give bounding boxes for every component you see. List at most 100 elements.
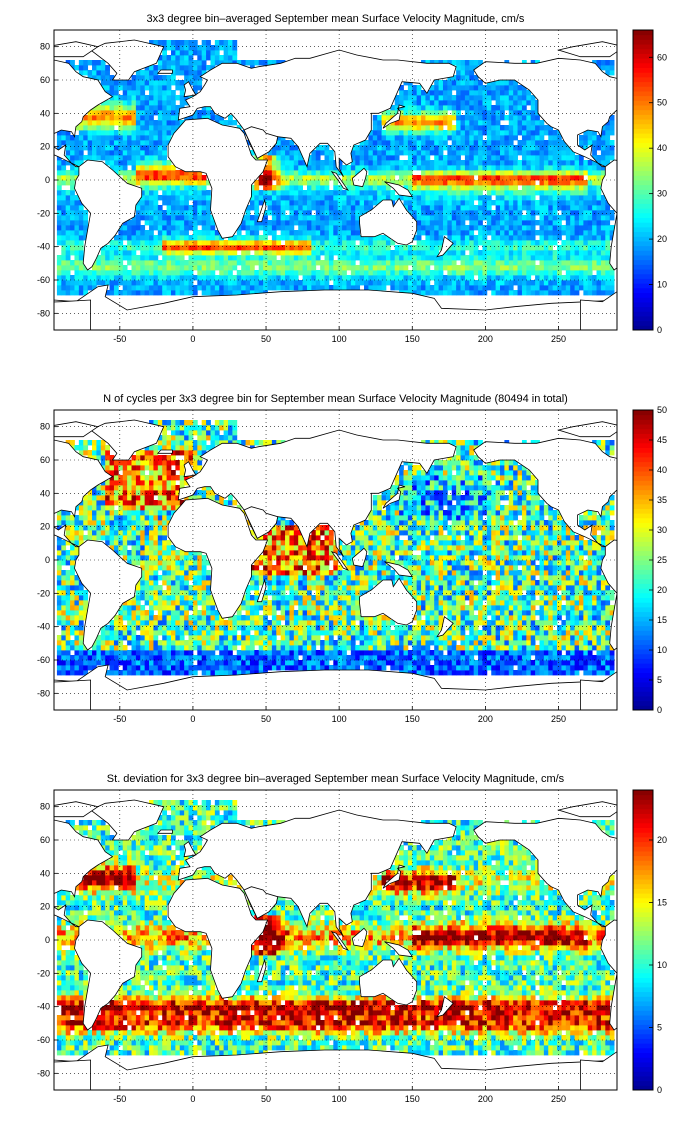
heatmap-cell (473, 75, 479, 81)
heatmap-cell (473, 95, 479, 101)
heatmap-cell (127, 465, 132, 471)
heatmap-cell (451, 105, 457, 111)
heatmap-cell (245, 270, 251, 276)
heatmap-cell (390, 110, 396, 116)
heatmap-cell (442, 255, 448, 261)
heatmap-cell (280, 215, 286, 221)
heatmap-cell (65, 660, 71, 666)
heatmap-cell (65, 605, 71, 611)
heatmap-cell (140, 670, 146, 676)
heatmap-cell (149, 235, 154, 241)
heatmap-cell (179, 240, 185, 246)
heatmap-cell (74, 245, 80, 251)
heatmap-cell (87, 275, 93, 281)
heatmap-cell (87, 660, 93, 666)
heatmap-cell (456, 75, 461, 81)
heatmap-cell (421, 165, 426, 171)
heatmap-cell (188, 190, 194, 196)
heatmap-cell (131, 595, 137, 601)
heatmap-cell (70, 555, 75, 561)
heatmap-cell (565, 230, 571, 236)
heatmap-cell (504, 160, 510, 166)
heatmap-cell (92, 110, 97, 116)
heatmap-cell (140, 195, 146, 201)
heatmap-cell (521, 280, 527, 286)
heatmap-cell (469, 235, 475, 241)
heatmap-cell (526, 235, 532, 241)
heatmap-cell (92, 490, 97, 496)
heatmap-cell (127, 660, 132, 666)
heatmap-cell (350, 225, 356, 231)
heatmap-cell (447, 255, 453, 261)
heatmap-cell (153, 670, 159, 676)
heatmap-cell (447, 80, 453, 86)
heatmap-cell (140, 285, 146, 291)
heatmap-cell (421, 160, 426, 166)
heatmap-cell (83, 450, 89, 456)
heatmap-cell (170, 230, 176, 236)
heatmap-cell (482, 175, 488, 181)
heatmap-cell (210, 265, 216, 271)
heatmap-cell (491, 250, 497, 256)
heatmap-cell (390, 255, 396, 261)
heatmap-cell (548, 210, 554, 216)
heatmap-cell (144, 70, 150, 76)
heatmap-cell (131, 605, 137, 611)
heatmap-cell (456, 120, 461, 126)
heatmap-cell (70, 615, 75, 621)
heatmap-cell (302, 195, 308, 201)
heatmap-cell (74, 280, 80, 286)
heatmap-cell (149, 460, 154, 466)
heatmap-cell (583, 225, 589, 231)
heatmap-cell (105, 270, 110, 276)
heatmap-cell (113, 170, 119, 176)
heatmap-cell (350, 200, 356, 206)
heatmap-cell (276, 155, 282, 161)
heatmap-cell (416, 100, 422, 106)
heatmap-cell (324, 265, 330, 271)
heatmap-cell (478, 105, 483, 111)
heatmap-cell (464, 185, 470, 191)
heatmap-cell (486, 220, 492, 226)
heatmap-cell (162, 285, 167, 291)
heatmap-cell (153, 185, 159, 191)
heatmap-cell (416, 150, 422, 156)
heatmap-cell (70, 600, 75, 606)
heatmap-cell (464, 85, 470, 91)
heatmap-cell (570, 210, 575, 216)
heatmap-cell (210, 280, 216, 286)
heatmap-cell (197, 190, 203, 196)
heatmap-cell (131, 515, 137, 521)
heatmap-cell (359, 270, 365, 276)
heatmap-cell (223, 55, 229, 61)
heatmap-cell (210, 60, 216, 66)
coastline (54, 41, 99, 58)
heatmap-cell (78, 260, 84, 266)
heatmap-cell (127, 555, 132, 561)
heatmap-cell (285, 145, 290, 151)
heatmap-cell (311, 270, 317, 276)
heatmap-cell (83, 445, 89, 451)
heatmap-cell (219, 40, 225, 46)
heatmap-cell (425, 200, 431, 206)
heatmap-cell (236, 230, 242, 236)
heatmap-cell (311, 150, 317, 156)
heatmap-cell (416, 135, 422, 141)
heatmap-cell (526, 275, 532, 281)
heatmap-cell (96, 515, 102, 521)
heatmap-cell (197, 115, 203, 121)
heatmap-cell (298, 240, 303, 246)
heatmap-cell (144, 100, 150, 106)
heatmap-cell (83, 665, 89, 671)
heatmap-cell (113, 470, 119, 476)
heatmap-cell (135, 105, 141, 111)
colorbar-step (633, 170, 653, 176)
heatmap-cell (153, 595, 159, 601)
heatmap-cell (425, 60, 431, 66)
heatmap-cell (473, 190, 479, 196)
heatmap-cell (56, 175, 62, 181)
heatmap-cell (184, 275, 189, 281)
heatmap-cell (337, 240, 343, 246)
heatmap-cell (359, 160, 365, 166)
heatmap-cell (464, 95, 470, 101)
